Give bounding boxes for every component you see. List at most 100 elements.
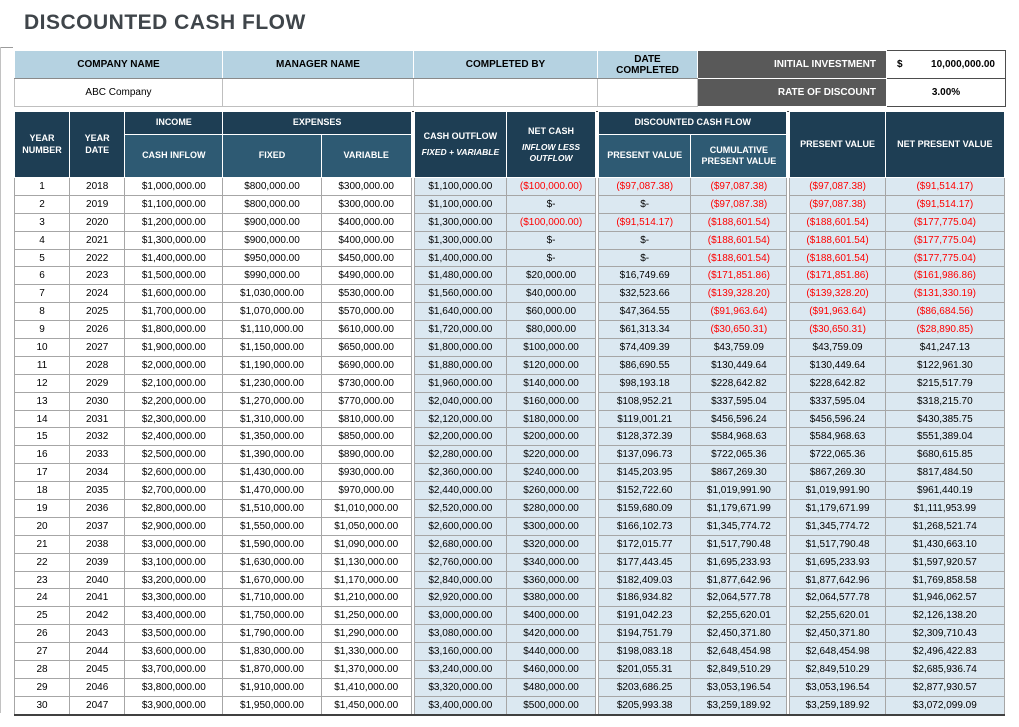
cell[interactable]: $2,849,510.29 (789, 660, 886, 679)
cell[interactable]: $100,000.00 (505, 338, 597, 357)
cell[interactable]: $2,040,000.00 (413, 391, 507, 411)
cell[interactable]: $990,000.00 (222, 266, 322, 286)
cell[interactable]: ($188,601.54) (690, 248, 788, 268)
cell[interactable]: $690,000.00 (320, 355, 412, 375)
cell[interactable]: 9 (13, 320, 71, 340)
cell[interactable]: $3,259,189.92 (690, 695, 788, 716)
cell[interactable]: 24 (13, 588, 71, 608)
cell[interactable]: $1,877,642.96 (690, 570, 788, 590)
cell[interactable]: $20,000.00 (505, 266, 597, 286)
cell[interactable]: 22 (13, 552, 71, 572)
cell[interactable]: 8 (13, 302, 71, 322)
cell[interactable]: $1,100,000.00 (124, 194, 224, 214)
cell[interactable]: $800,000.00 (222, 177, 322, 196)
cell[interactable]: 2035 (69, 481, 126, 501)
cell[interactable]: $770,000.00 (320, 391, 412, 411)
cell[interactable]: $1,300,000.00 (413, 212, 507, 232)
cell[interactable]: $1,800,000.00 (124, 320, 224, 340)
cell[interactable]: 14 (13, 409, 71, 429)
cell[interactable]: $3,053,196.54 (690, 677, 788, 697)
cell[interactable]: ($91,963.64) (789, 302, 886, 322)
cell[interactable]: $480,000.00 (505, 677, 597, 697)
cell[interactable]: $80,000.00 (505, 320, 597, 340)
cell[interactable]: ($188,601.54) (690, 230, 788, 250)
cell[interactable]: 2045 (69, 660, 126, 679)
cell[interactable]: $1,430,000.00 (222, 463, 322, 483)
cell[interactable]: ($91,514.17) (884, 177, 1006, 196)
cell[interactable]: 2022 (69, 248, 126, 268)
cell[interactable]: $182,409.03 (598, 570, 692, 590)
company-name-value[interactable]: ABC Company (14, 78, 223, 107)
cell[interactable]: 2044 (69, 642, 126, 662)
cell[interactable]: $1,900,000.00 (124, 338, 224, 357)
cell[interactable]: ($30,650.31) (690, 320, 788, 340)
cell[interactable]: $320,000.00 (505, 534, 597, 554)
cell[interactable]: ($131,330.19) (884, 284, 1006, 304)
cell[interactable]: $3,080,000.00 (413, 624, 507, 644)
cell[interactable]: $1,070,000.00 (222, 302, 322, 322)
cell[interactable]: $1,790,000.00 (222, 624, 322, 644)
cell[interactable]: $2,600,000.00 (413, 516, 507, 536)
cell[interactable]: 13 (13, 391, 71, 411)
cell[interactable]: $2,200,000.00 (124, 391, 224, 411)
cell[interactable]: ($97,087.38) (690, 194, 788, 214)
cell[interactable]: $1,300,000.00 (413, 230, 507, 250)
cell[interactable]: $460,000.00 (505, 660, 597, 679)
cell[interactable]: $160,000.00 (505, 391, 597, 411)
cell[interactable]: ($139,328.20) (690, 284, 788, 304)
cell[interactable]: $1,290,000.00 (320, 624, 412, 644)
cell[interactable]: $119,001.21 (598, 409, 692, 429)
cell[interactable]: 2033 (69, 445, 126, 465)
cell[interactable]: $220,000.00 (505, 445, 597, 465)
cell[interactable]: $1,750,000.00 (222, 606, 322, 626)
cell[interactable]: $1,179,671.99 (690, 499, 788, 518)
cell[interactable]: $1,350,000.00 (222, 427, 322, 447)
cell[interactable]: ($91,963.64) (690, 302, 788, 322)
cell[interactable]: ($97,087.38) (598, 177, 692, 196)
cell[interactable]: $2,255,620.01 (690, 606, 788, 626)
cell[interactable]: $1,090,000.00 (320, 534, 412, 554)
cell[interactable]: $3,100,000.00 (124, 552, 224, 572)
cell[interactable]: 10 (13, 338, 71, 357)
cell[interactable]: $145,203.95 (598, 463, 692, 483)
cell[interactable]: 2036 (69, 499, 126, 518)
cell[interactable]: $1,179,671.99 (789, 499, 886, 518)
cell[interactable]: $228,642.82 (789, 373, 886, 393)
cell[interactable]: $1,100,000.00 (413, 194, 507, 214)
cell[interactable]: $260,000.00 (505, 481, 597, 501)
cell[interactable]: $456,596.24 (789, 409, 886, 429)
cell[interactable]: $140,000.00 (505, 373, 597, 393)
cell[interactable]: $3,072,099.09 (884, 695, 1006, 716)
cell[interactable]: $1,877,642.96 (789, 570, 886, 590)
cell[interactable]: ($97,087.38) (690, 177, 788, 196)
cell[interactable]: $1,870,000.00 (222, 660, 322, 679)
cell[interactable]: 17 (13, 463, 71, 483)
cell[interactable]: $1,630,000.00 (222, 552, 322, 572)
cell[interactable]: $191,042.23 (598, 606, 692, 626)
cell[interactable]: $1,500,000.00 (124, 266, 224, 286)
cell[interactable]: ($100,000.00) (505, 212, 597, 232)
cell[interactable]: ($30,650.31) (789, 320, 886, 340)
cell[interactable]: $900,000.00 (222, 212, 322, 232)
cell[interactable]: 2018 (69, 177, 126, 196)
cell[interactable]: 2023 (69, 266, 126, 286)
cell[interactable]: $2,000,000.00 (124, 355, 224, 375)
cell[interactable]: $1,000,000.00 (124, 177, 224, 196)
cell[interactable]: $1,010,000.00 (320, 499, 412, 518)
cell[interactable]: $340,000.00 (505, 552, 597, 572)
cell[interactable]: 2039 (69, 552, 126, 572)
cell[interactable]: $1,400,000.00 (413, 248, 507, 268)
cell[interactable]: $1,480,000.00 (413, 266, 507, 286)
cell[interactable]: $128,372.39 (598, 427, 692, 447)
cell[interactable]: 2040 (69, 570, 126, 590)
cell[interactable]: $2,700,000.00 (124, 481, 224, 501)
cell[interactable]: $300,000.00 (320, 177, 412, 196)
cell[interactable]: $420,000.00 (505, 624, 597, 644)
cell[interactable]: $2,064,577.78 (690, 588, 788, 608)
cell[interactable]: 28 (13, 660, 71, 679)
cell[interactable]: ($188,601.54) (789, 212, 886, 232)
cell[interactable]: $500,000.00 (505, 695, 597, 716)
cell[interactable]: $1,019,991.90 (789, 481, 886, 501)
cell[interactable]: 20 (13, 516, 71, 536)
cell[interactable]: $1,400,000.00 (124, 248, 224, 268)
